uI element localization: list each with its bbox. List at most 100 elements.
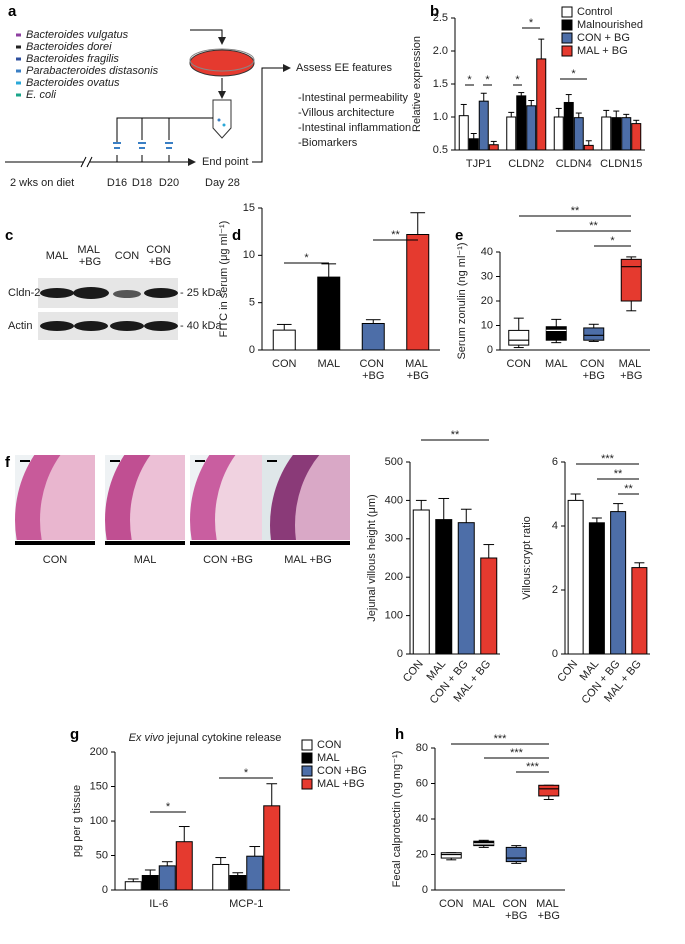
x-tick-label: CON +BG bbox=[503, 898, 531, 922]
bar bbox=[480, 557, 498, 655]
bar bbox=[478, 100, 489, 151]
bar bbox=[621, 117, 632, 151]
y-tick-label: 1.5 bbox=[433, 78, 448, 90]
marker-label: - 25 kDa bbox=[180, 287, 222, 299]
y-tick-label: 6 bbox=[552, 456, 558, 468]
feature: -Villous architecture bbox=[298, 107, 394, 119]
bar bbox=[212, 863, 230, 891]
bar bbox=[158, 865, 176, 891]
bar bbox=[272, 329, 296, 351]
feature: -Intestinal inflammation bbox=[298, 122, 411, 134]
feature: -Biomarkers bbox=[298, 137, 358, 149]
bar bbox=[631, 123, 642, 151]
legend-label: Control bbox=[577, 6, 612, 18]
significance-label: * bbox=[529, 17, 534, 29]
y-tick-label: 40 bbox=[416, 813, 428, 825]
y-axis-label: Relative expression bbox=[411, 36, 423, 132]
bar bbox=[573, 117, 584, 151]
lane-label: CON +BG bbox=[146, 244, 174, 268]
chart-title: Ex vivo jejunal cytokine release bbox=[129, 732, 282, 744]
significance-label: * bbox=[467, 74, 472, 86]
bar bbox=[458, 115, 469, 151]
bar bbox=[611, 117, 622, 151]
arrow bbox=[190, 29, 226, 45]
bar bbox=[317, 276, 341, 351]
legend-label: CON +BG bbox=[317, 765, 367, 777]
lane-label: MAL bbox=[46, 250, 69, 262]
bar bbox=[175, 841, 193, 891]
tissue bbox=[295, 455, 350, 540]
chart: h Fecal calprotectin (ng mg⁻¹) 0 20 40 60 80 CO… bbox=[391, 726, 565, 922]
timeline-label: D16 bbox=[107, 177, 127, 189]
timeline-label: Day 28 bbox=[205, 177, 240, 189]
x-tick-label: CLDN4 bbox=[556, 158, 592, 170]
lane-label: CON bbox=[115, 250, 140, 262]
bands bbox=[40, 287, 178, 331]
significance-label: *** bbox=[494, 733, 508, 745]
box bbox=[583, 327, 605, 341]
x-tick-label: MAL bbox=[472, 898, 495, 910]
bar bbox=[229, 875, 247, 891]
bar bbox=[468, 138, 479, 151]
y-tick-label: 0 bbox=[487, 344, 493, 356]
bar bbox=[141, 875, 159, 891]
legend-label: CON bbox=[317, 739, 342, 751]
legend-swatch bbox=[301, 778, 313, 790]
y-tick-label: 4 bbox=[552, 520, 558, 532]
significance-label: ** bbox=[614, 468, 623, 480]
y-tick-label: 0 bbox=[249, 344, 255, 356]
legend-label: MAL + BG bbox=[577, 45, 628, 57]
legend-swatch bbox=[561, 6, 573, 18]
y-tick-label: 1.0 bbox=[433, 111, 448, 123]
x-tick-label: MAL +BG bbox=[405, 358, 430, 382]
tissue bbox=[130, 455, 185, 540]
box bbox=[545, 326, 567, 341]
legend-label: MAL bbox=[317, 752, 340, 764]
y-tick-label: 0 bbox=[397, 648, 403, 660]
y-tick-label: 15 bbox=[243, 202, 255, 214]
panel-c: c MAL MAL +BG CON CON +BG Cldn-2 Actin -… bbox=[5, 227, 222, 340]
significance-label: ** bbox=[571, 205, 580, 217]
y-tick-label: 2 bbox=[552, 584, 558, 596]
box bbox=[508, 329, 530, 346]
bacterium-name: E. coli bbox=[26, 89, 57, 101]
bar bbox=[526, 105, 537, 151]
y-tick-label: 500 bbox=[385, 456, 403, 468]
chart: g Ex vivo jejunal cytokine release pg per … bbox=[70, 726, 367, 910]
significance-label: *** bbox=[510, 747, 524, 759]
tube-dot bbox=[217, 118, 221, 122]
x-tick-label: CON bbox=[272, 358, 297, 370]
y-tick-label: 60 bbox=[416, 777, 428, 789]
y-tick-label: 150 bbox=[90, 780, 108, 792]
y-tick-label: 300 bbox=[385, 533, 403, 545]
y-tick-label: 200 bbox=[385, 571, 403, 583]
bar bbox=[506, 116, 517, 151]
y-tick-label: 100 bbox=[385, 610, 403, 622]
y-tick-label: 0 bbox=[422, 884, 428, 896]
significance-label: ** bbox=[589, 220, 598, 232]
bar bbox=[631, 567, 648, 655]
panel-label: h bbox=[395, 726, 404, 743]
bacterium-marker bbox=[16, 93, 21, 97]
bar bbox=[263, 805, 281, 891]
bar bbox=[246, 855, 264, 891]
bacterium-marker bbox=[16, 33, 21, 37]
significance-label: * bbox=[244, 767, 249, 779]
bar bbox=[457, 522, 475, 655]
bacterium-marker bbox=[16, 57, 21, 61]
significance-label: * bbox=[610, 235, 615, 247]
timeline-label: D18 bbox=[132, 177, 152, 189]
image-label: CON bbox=[43, 554, 68, 566]
y-axis-label: FITC in serum (μg ml⁻¹) bbox=[218, 221, 230, 338]
x-tick-label: CON bbox=[555, 658, 580, 684]
break bbox=[80, 156, 87, 168]
timeline-label: 2 wks on diet bbox=[10, 177, 74, 189]
petri-rim bbox=[189, 48, 255, 72]
bacterium-name: Parabacteroides distasonis bbox=[26, 65, 159, 77]
lane-label: MAL +BG bbox=[77, 244, 102, 268]
x-tick-label: CON bbox=[439, 898, 464, 910]
assess-label: Assess EE features bbox=[296, 62, 392, 74]
